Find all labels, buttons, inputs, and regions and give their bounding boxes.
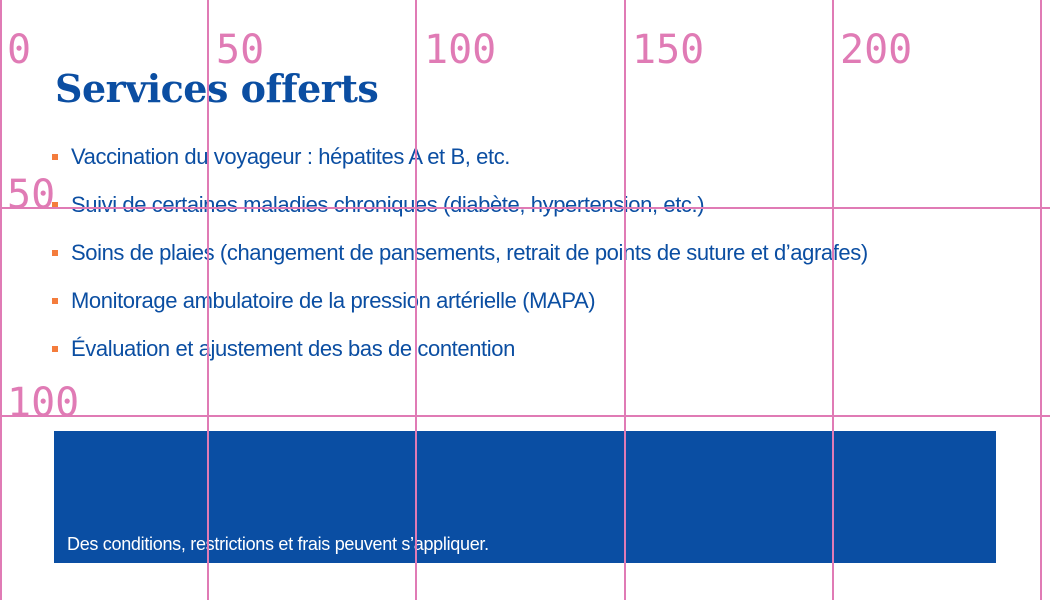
service-text: Évaluation et ajustement des bas de cont… (71, 336, 515, 361)
grid-label-y: 50 (7, 172, 56, 218)
service-text: Soins de plaies (changement de pansement… (71, 240, 868, 265)
grid-line-vertical (415, 0, 417, 600)
bullet-icon (52, 298, 58, 304)
grid-line-horizontal (0, 207, 1050, 209)
grid-line-vertical (832, 0, 834, 600)
service-text: Vaccination du voyageur : hépatites A et… (71, 144, 511, 169)
list-item: Monitorage ambulatoire de la pression ar… (52, 286, 868, 334)
grid-line-vertical (624, 0, 626, 600)
grid-line-vertical (207, 0, 209, 600)
bullet-icon (52, 202, 58, 208)
service-text: Monitorage ambulatoire de la pression ar… (71, 288, 596, 313)
services-list: Vaccination du voyageur : hépatites A et… (52, 142, 868, 382)
grid-label-x: 200 (840, 27, 913, 73)
grid-line-vertical (1040, 0, 1042, 600)
bullet-icon (52, 154, 58, 160)
grid-line-horizontal (0, 415, 1050, 417)
grid-label-x: 0 (7, 27, 32, 73)
list-item: Vaccination du voyageur : hépatites A et… (52, 142, 868, 190)
grid-label-y: 100 (7, 380, 80, 426)
service-text: Suivi de certaines maladies chroniques (… (71, 192, 705, 217)
list-item: Évaluation et ajustement des bas de cont… (52, 334, 868, 382)
grid-line-vertical (0, 0, 2, 600)
grid-label-x: 150 (632, 27, 705, 73)
list-item: Soins de plaies (changement de pansement… (52, 238, 868, 286)
bullet-icon (52, 250, 58, 256)
section-title: Services offerts (55, 66, 379, 111)
bullet-icon (52, 346, 58, 352)
grid-label-x: 50 (216, 27, 265, 73)
grid-label-x: 100 (424, 27, 497, 73)
disclaimer-banner: Des conditions, restrictions et frais pe… (54, 431, 996, 563)
list-item: Suivi de certaines maladies chroniques (… (52, 190, 868, 238)
disclaimer-text: Des conditions, restrictions et frais pe… (67, 534, 489, 554)
